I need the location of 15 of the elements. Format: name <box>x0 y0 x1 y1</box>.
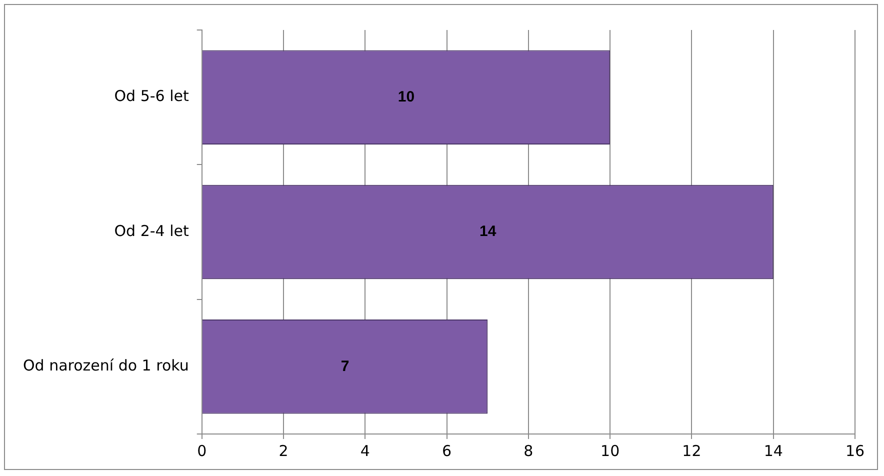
x-tick-label: 0 <box>197 442 207 460</box>
x-tick-label: 14 <box>764 442 783 460</box>
data-label: 10 <box>398 88 415 106</box>
y-tick-label: Od narození do 1 roku <box>22 356 189 375</box>
x-tick-label: 8 <box>524 442 534 460</box>
x-tick-label: 2 <box>278 442 288 460</box>
y-tick-label: Od 5-6 let <box>114 87 189 106</box>
x-tick-label: 16 <box>845 442 865 460</box>
x-tick-label: 12 <box>682 442 702 460</box>
y-tick-label: Od 2-4 let <box>114 222 189 240</box>
x-tick-label: 4 <box>360 442 370 460</box>
data-label: 7 <box>340 358 350 375</box>
x-tick-label: 10 <box>600 442 620 460</box>
data-label: 14 <box>480 223 497 240</box>
x-tick-label: 6 <box>442 442 452 460</box>
